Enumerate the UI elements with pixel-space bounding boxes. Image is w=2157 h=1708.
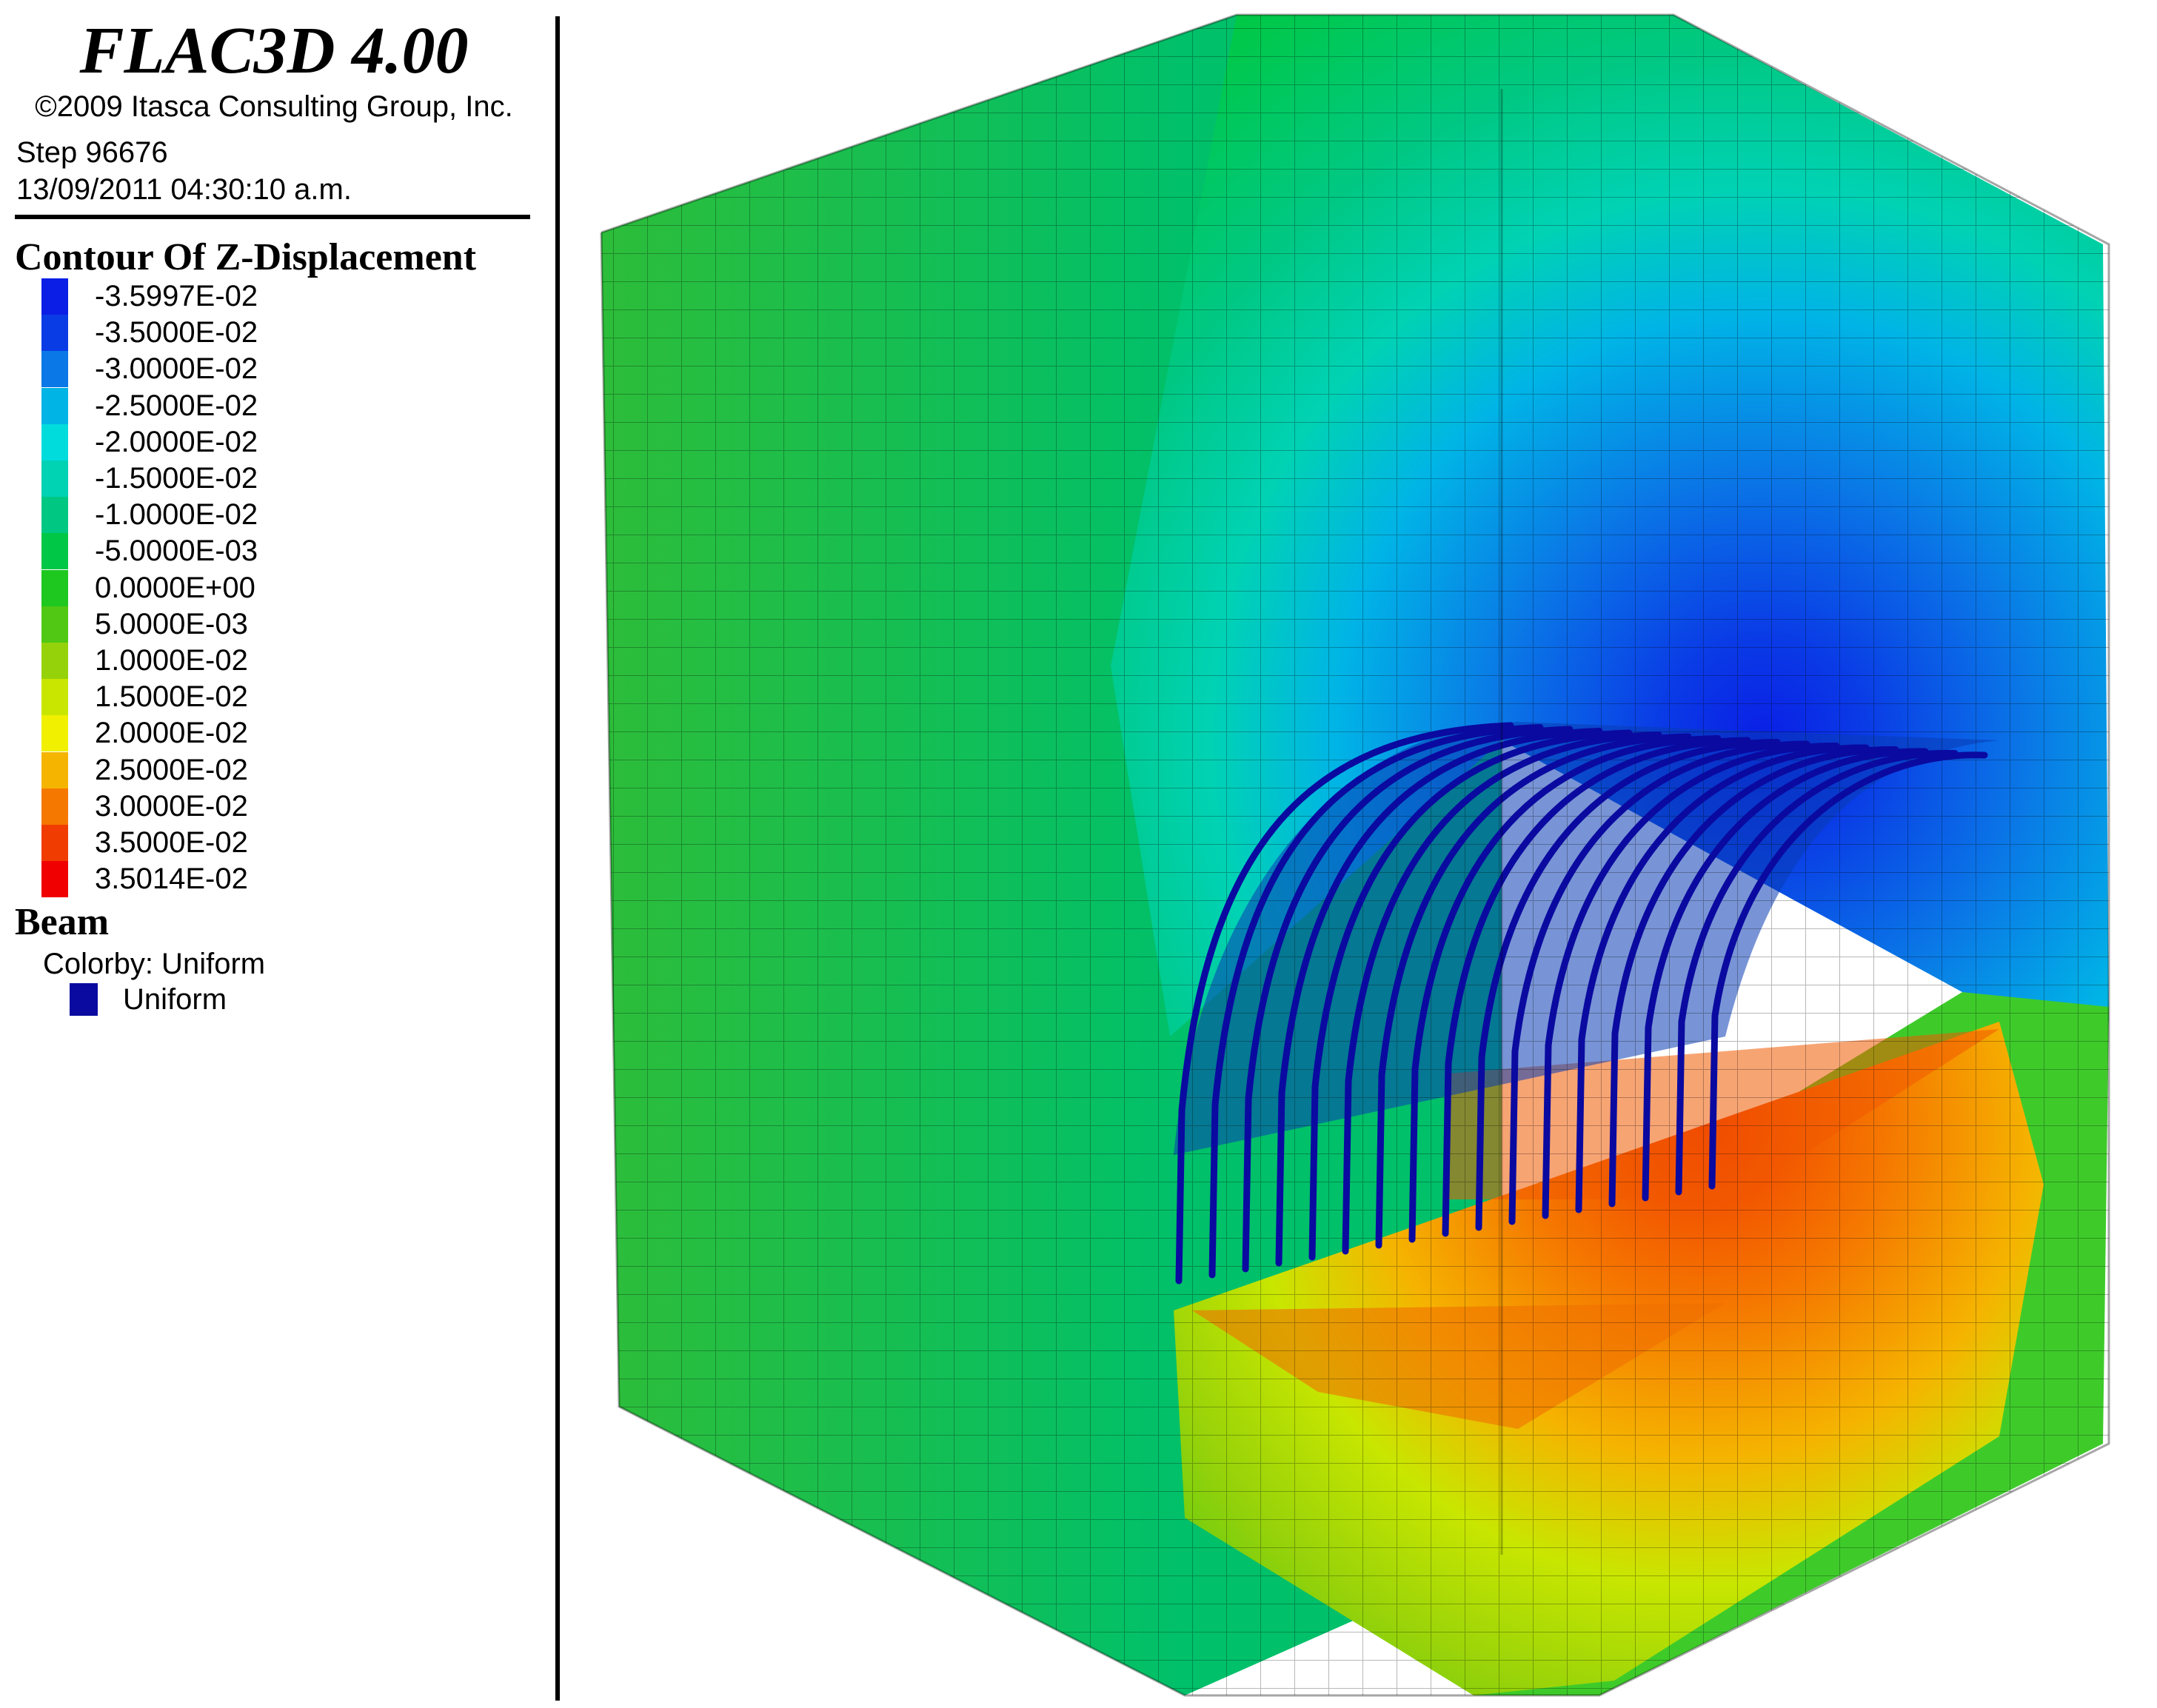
contour-level: 2.5000E-02	[41, 751, 486, 788]
beam-arch	[1242, 726, 1574, 1273]
model-viewport	[600, 13, 2110, 1697]
contour-level-label: 1.5000E-02	[95, 680, 248, 714]
beam-arch	[1575, 744, 1870, 1213]
contour-swatch	[41, 569, 68, 606]
contour-level-label: -3.5997E-02	[95, 280, 258, 312]
contour-swatch	[41, 533, 68, 570]
contour-level-label: -3.5000E-02	[95, 316, 258, 349]
contour-level: 3.5000E-02	[41, 825, 486, 861]
beam-arches	[1175, 722, 1988, 1285]
contour-level: -2.5000E-02	[41, 387, 486, 424]
contour-level: 5.0000E-03	[41, 606, 486, 643]
app-title: FLAC3D 4.00	[79, 14, 469, 87]
contour-level-label: 2.0000E-02	[95, 717, 248, 750]
contour-swatch	[41, 497, 68, 534]
contour-swatch	[41, 461, 68, 497]
contour-level: 0.0000E+00	[41, 569, 486, 606]
contour-level-label: 3.5000E-02	[95, 826, 248, 859]
contour-level-label: -2.0000E-02	[95, 425, 258, 458]
contour-level-label: -3.0000E-02	[95, 352, 258, 386]
contour-swatch	[41, 861, 68, 898]
beam-arch	[1475, 739, 1781, 1231]
header-rule	[15, 215, 530, 219]
contour-heading: Contour Of Z-Displacement	[15, 236, 477, 278]
contour-level-label: -1.0000E-02	[95, 498, 258, 532]
beam-arch	[1408, 735, 1722, 1243]
beam-arch	[1208, 724, 1544, 1279]
copyright-text: ©2009 Itasca Consulting Group, Inc.	[35, 90, 513, 123]
contour-swatch	[41, 751, 68, 788]
beam-arch	[1675, 749, 1959, 1196]
contour-swatch	[41, 387, 68, 424]
contour-swatch	[41, 825, 68, 861]
beam-swatch-label: Uniform	[123, 983, 227, 1016]
beam-arch	[1275, 728, 1603, 1267]
legend-panel: FLAC3D 4.00 ©2009 Itasca Consulting Grou…	[0, 0, 548, 1708]
beam-arch	[1708, 751, 1988, 1190]
contour-swatch	[41, 278, 68, 315]
beam-arch	[1542, 742, 1840, 1219]
beam-heading: Beam	[15, 901, 110, 943]
beam-arch	[1642, 748, 1929, 1202]
contour-swatch	[41, 315, 68, 352]
contour-level: -2.0000E-02	[41, 423, 486, 461]
contour-swatch	[41, 643, 68, 679]
contour-swatch	[41, 606, 68, 643]
timestamp: 13/09/2011 04:30:10 a.m.	[16, 173, 352, 206]
contour-level: 3.0000E-02	[41, 788, 486, 825]
contour-level: 1.5000E-02	[41, 679, 486, 716]
contour-level-label: -1.5000E-02	[95, 462, 258, 495]
contour-swatch	[41, 423, 68, 461]
contour-level: -3.5000E-02	[41, 315, 486, 352]
beam-arch	[1375, 733, 1692, 1249]
contour-swatch	[41, 788, 68, 825]
contour-level-label: 3.0000E-02	[95, 789, 248, 823]
contour-swatch	[41, 715, 68, 752]
beam-arch	[1508, 740, 1810, 1225]
contour-swatch	[41, 351, 68, 388]
beam-arch	[1608, 746, 1899, 1208]
contour-level: -1.0000E-02	[41, 497, 486, 534]
beam-swatch	[70, 983, 98, 1016]
contour-level: 2.0000E-02	[41, 715, 486, 752]
contour-level-label: 2.5000E-02	[95, 753, 248, 786]
contour-level-label: -5.0000E-03	[95, 535, 258, 568]
beam-arch	[1175, 722, 1514, 1285]
contour-level-label: 1.0000E-02	[95, 644, 248, 677]
contour-level: 3.5014E-02	[41, 861, 486, 898]
contour-level: -3.5997E-02	[41, 278, 486, 315]
contour-level-label: -2.5000E-02	[95, 389, 258, 422]
beam-arch	[1342, 731, 1662, 1255]
contour-level-label: 0.0000E+00	[95, 571, 255, 604]
contour-level: -5.0000E-03	[41, 533, 486, 570]
contour-level-label: 3.5014E-02	[95, 863, 248, 896]
step-number: Step 96676	[16, 136, 168, 169]
contour-level-label: 5.0000E-03	[95, 607, 248, 640]
beam-arch	[1442, 737, 1751, 1237]
contour-swatch	[41, 679, 68, 716]
contour-level: 1.0000E-02	[41, 643, 486, 679]
contour-level: -1.5000E-02	[41, 461, 486, 497]
panel-divider	[555, 16, 560, 1701]
contour-level: -3.0000E-02	[41, 351, 486, 388]
beam-colorby: Colorby: Uniform	[43, 948, 266, 980]
beam-arch	[1308, 729, 1633, 1261]
